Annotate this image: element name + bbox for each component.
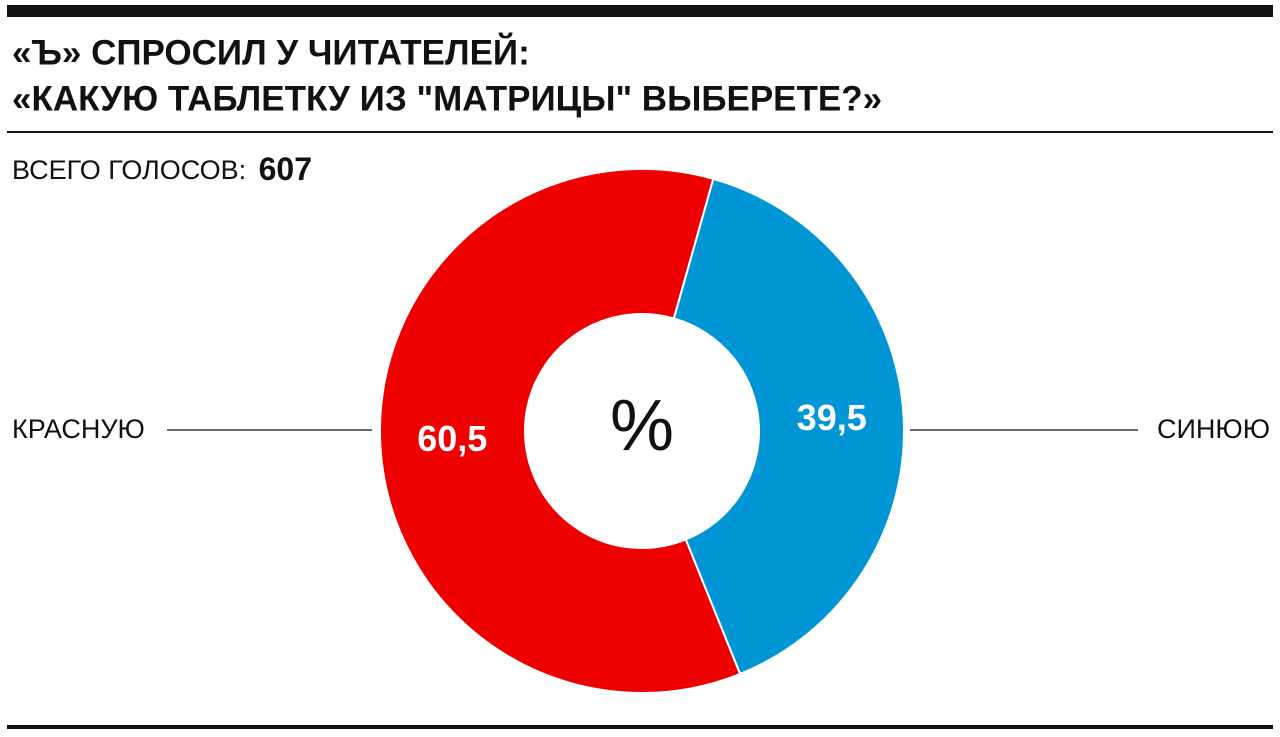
center-label: % bbox=[610, 386, 674, 466]
top-rule bbox=[7, 5, 1273, 17]
total-value: 607 bbox=[259, 151, 312, 187]
total-label: ВСЕГО ГОЛОСОВ: bbox=[12, 155, 246, 185]
donut-segment bbox=[379, 168, 742, 694]
total: ВСЕГО ГОЛОСОВ: 607 bbox=[12, 151, 312, 187]
donut-segment bbox=[672, 177, 905, 676]
category-label: СИНЮЮ bbox=[1157, 414, 1270, 444]
value-label: 39,5 bbox=[797, 397, 867, 438]
title-rule bbox=[7, 131, 1273, 133]
value-label: 60,5 bbox=[417, 418, 487, 459]
bottom-rule bbox=[7, 725, 1273, 729]
chart-title: «Ъ» СПРОСИЛ У ЧИТАТЕЛЕЙ: bbox=[12, 32, 530, 72]
chart-title: «КАКУЮ ТАБЛЕТКУ ИЗ "МАТРИЦЫ" ВЫБЕРЕТЕ?» bbox=[12, 79, 882, 118]
category-label: КРАСНУЮ bbox=[12, 414, 145, 444]
